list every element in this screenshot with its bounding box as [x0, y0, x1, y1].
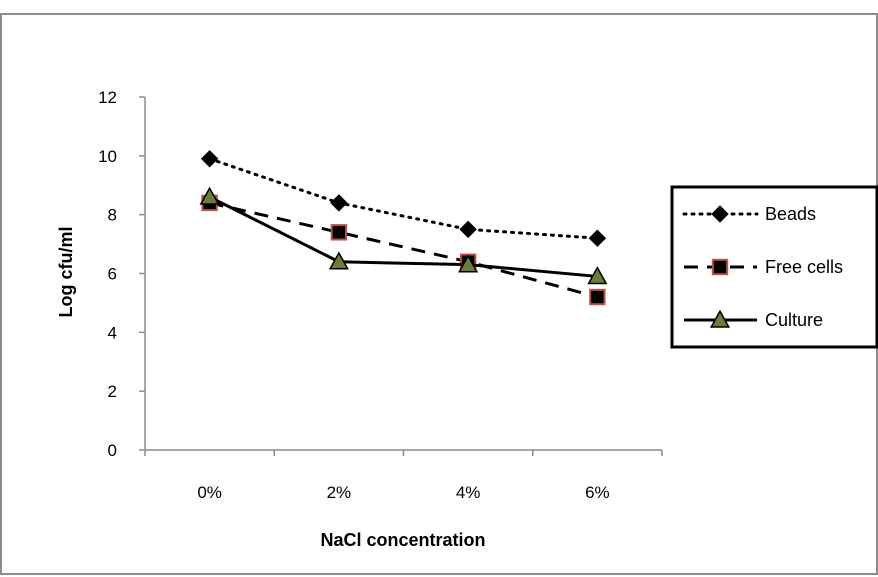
- data-point: [328, 251, 349, 270]
- x-tick-label: 2%: [327, 483, 352, 502]
- legend-entry-beads: Beads: [682, 204, 816, 224]
- series-line: [209, 201, 598, 299]
- x-tick-label: 6%: [585, 483, 610, 502]
- data-point: [589, 288, 606, 306]
- data-point: [588, 229, 607, 247]
- legend-entry-culture: Culture: [684, 309, 823, 330]
- legend-label: Beads: [765, 204, 816, 224]
- data-point: [330, 194, 348, 212]
- y-tick-label: 2: [108, 382, 117, 401]
- legend-entry-free-cells: Free cells: [684, 257, 843, 277]
- y-tick-label: 8: [108, 206, 117, 225]
- data-point: [459, 220, 477, 239]
- legend: Beads Free cells Culture: [670, 185, 878, 349]
- series-line: [208, 157, 599, 240]
- y-tick-label: 6: [108, 265, 117, 284]
- legend-marker: [711, 258, 729, 276]
- data-point: [458, 254, 479, 273]
- y-axis-title: Log cfu/ml: [56, 227, 76, 318]
- legend-marker: [711, 205, 729, 223]
- data-point: [200, 150, 219, 168]
- y-tick-label: 4: [108, 323, 117, 342]
- data-point: [199, 186, 220, 205]
- y-tick-label: 10: [98, 147, 117, 166]
- data-point: [330, 224, 348, 241]
- axes: 0 2 4 6 8 10 12 0% 2% 4% 6%: [98, 88, 663, 502]
- y-tick-label: 12: [98, 88, 117, 107]
- x-tick-label: 4%: [456, 483, 481, 502]
- data-point: [587, 266, 608, 285]
- series-culture: [199, 186, 608, 285]
- legend-label: Free cells: [765, 257, 843, 277]
- y-tick-label: 0: [108, 441, 117, 460]
- series-line: [208, 195, 598, 278]
- legend-marker: [709, 309, 731, 328]
- series-beads: [200, 150, 607, 247]
- x-tick-label: 0%: [197, 483, 222, 502]
- series-layer: [199, 150, 608, 306]
- x-axis-title: NaCl concentration: [320, 530, 485, 550]
- legend-label: Culture: [765, 310, 823, 330]
